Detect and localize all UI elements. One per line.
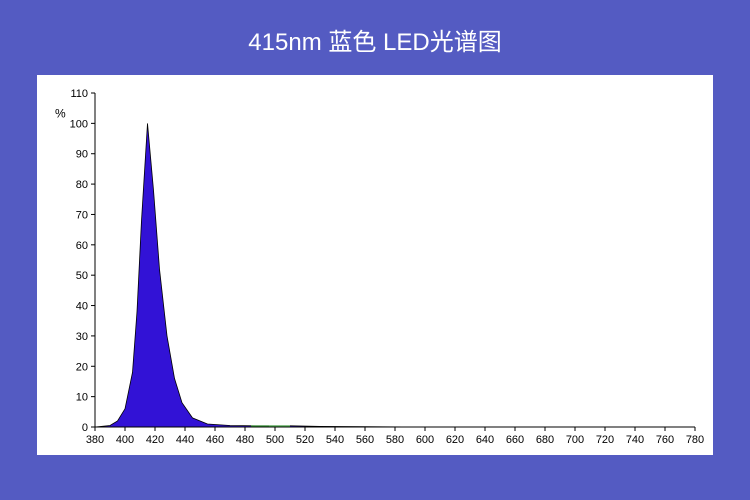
x-tick-label: 480: [236, 434, 254, 446]
y-tick-label: 100: [70, 118, 88, 130]
x-tick-label: 460: [206, 434, 224, 446]
x-tick-label: 720: [596, 434, 614, 446]
y-tick-label: 10: [76, 392, 88, 404]
y-axis-unit: %: [55, 106, 66, 120]
x-tick-label: 380: [86, 434, 104, 446]
chart-svg: 0 10 20 30 40 50 60 70 80 90 100 110% 380 400 420 440 46…: [37, 75, 713, 455]
x-tick-label: 760: [656, 434, 674, 446]
y-tick-label: 80: [76, 179, 88, 191]
spectrum-area: [95, 123, 695, 427]
x-tick-label: 540: [326, 434, 344, 446]
x-tick-label: 640: [476, 434, 494, 446]
y-tick-label: 0: [82, 422, 88, 434]
x-tick-label: 580: [386, 434, 404, 446]
y-tick-label: 30: [76, 331, 88, 343]
y-tick-label: 20: [76, 361, 88, 373]
x-tick-label: 700: [566, 434, 584, 446]
y-tick-label: 50: [76, 270, 88, 282]
y-tick-label: 70: [76, 209, 88, 221]
y-tick-label: 110: [70, 88, 88, 100]
x-tick-label: 520: [296, 434, 314, 446]
x-tick-label: 560: [356, 434, 374, 446]
page-title: 415nm 蓝色 LED光谱图: [0, 0, 750, 75]
x-tick-label: 440: [176, 434, 194, 446]
x-tick-label: 420: [146, 434, 164, 446]
x-tick-label: 740: [626, 434, 644, 446]
y-tick-label: 90: [76, 149, 88, 161]
x-tick-label: 680: [536, 434, 554, 446]
y-tick-label: 60: [76, 240, 88, 252]
spectrum-chart: 0 10 20 30 40 50 60 70 80 90 100 110% 380 400 420 440 46…: [37, 75, 713, 455]
x-tick-label: 660: [506, 434, 524, 446]
y-tick-label: 40: [76, 301, 88, 313]
x-tick-label: 500: [266, 434, 284, 446]
x-tick-label: 400: [116, 434, 134, 446]
x-tick-label: 600: [416, 434, 434, 446]
x-tick-label: 620: [446, 434, 464, 446]
x-tick-label: 780: [686, 434, 704, 446]
